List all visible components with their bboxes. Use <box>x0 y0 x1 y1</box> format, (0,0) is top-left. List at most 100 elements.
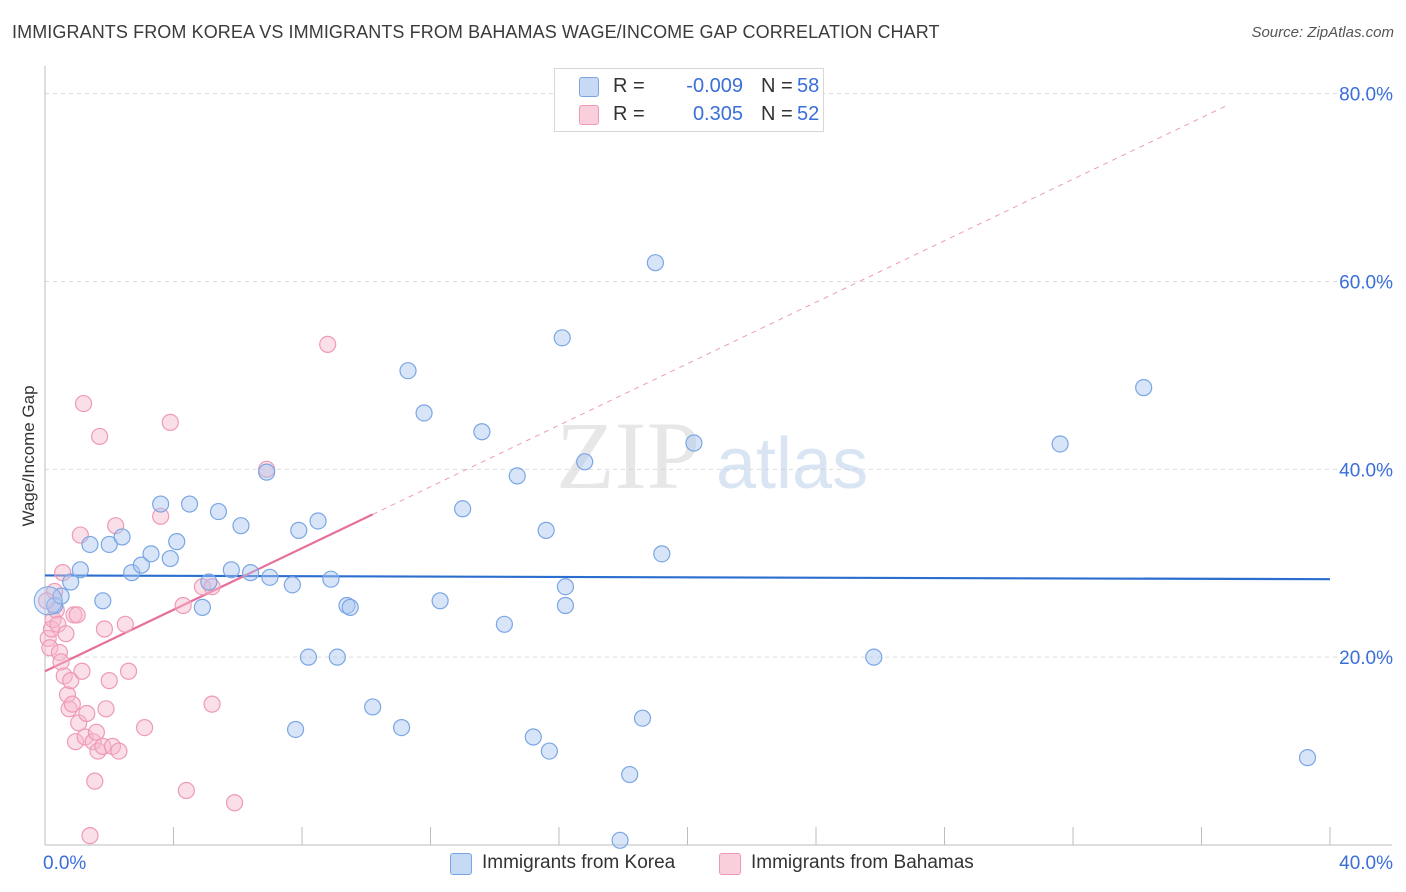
bahamas-point <box>100 672 118 690</box>
legend-swatch-korea <box>579 77 599 97</box>
korea-point <box>364 698 382 716</box>
y-tick-label: 60.0% <box>1339 272 1393 293</box>
korea-point <box>524 728 542 746</box>
axes <box>44 66 1392 846</box>
bahamas-point <box>52 653 70 671</box>
bahamas-point <box>76 728 94 746</box>
korea-point <box>556 578 575 596</box>
korea-point <box>341 598 359 616</box>
korea-trend-line <box>44 574 1331 581</box>
bottom-legend-swatch-bahamas <box>719 853 741 875</box>
bahamas-point <box>74 394 93 413</box>
korea-point <box>81 535 99 554</box>
bottom-legend-label: Immigrants from Korea <box>482 852 676 873</box>
legend-swatch-bahamas <box>579 105 599 125</box>
korea-point <box>392 719 411 737</box>
bahamas-point <box>225 794 244 812</box>
bahamas-point <box>91 427 109 446</box>
korea-point <box>611 831 629 849</box>
grid-lines <box>45 93 1392 658</box>
korea-point <box>209 502 228 521</box>
bahamas-point <box>60 700 78 718</box>
korea-point <box>1051 435 1069 453</box>
bahamas-point <box>41 639 59 657</box>
korea-point <box>540 742 558 760</box>
legend-n-value: 52 <box>797 103 820 125</box>
korea-point <box>1135 379 1153 397</box>
korea-point <box>290 521 308 539</box>
bahamas-point <box>73 662 91 680</box>
bahamas-point <box>57 625 75 643</box>
korea-point <box>865 648 883 666</box>
legend-n-label: N = <box>761 75 793 97</box>
bahamas-point <box>319 335 337 354</box>
korea-point <box>142 545 160 563</box>
bahamas-point <box>63 695 81 713</box>
y-axis-label: Wage/Income Gap <box>19 385 38 527</box>
correlation-legend: R = -0.009 N = 58 R = 0.305 N = 52 <box>554 68 824 132</box>
legend-n-label: N = <box>761 103 793 125</box>
y-tick-label: 40.0% <box>1339 460 1393 481</box>
korea-point <box>415 404 433 422</box>
bahamas-point <box>177 781 195 800</box>
bahamas-point <box>203 695 221 713</box>
korea-point <box>553 329 571 347</box>
tick-labels: 20.0% 40.0% 60.0% 80.0% 0.0% 40.0% <box>43 85 1393 874</box>
data-points <box>33 254 1317 849</box>
korea-point <box>33 586 63 616</box>
korea-point <box>113 528 131 546</box>
bahamas-point <box>86 772 104 790</box>
korea-point <box>508 467 526 485</box>
legend-r-label: R = <box>613 75 645 97</box>
korea-point <box>222 561 240 579</box>
korea-point <box>161 549 179 568</box>
bahamas-point <box>174 596 192 615</box>
bahamas-trend-extension <box>372 104 1228 515</box>
bahamas-point <box>94 737 112 755</box>
korea-point <box>193 598 212 616</box>
korea-point <box>646 254 664 272</box>
legend-r-label: R = <box>613 103 645 125</box>
x-tick-label: 40.0% <box>1339 853 1393 874</box>
bahamas-trend-line <box>44 513 374 673</box>
legend-r-value: 0.305 <box>692 103 743 125</box>
bahamas-point <box>58 686 77 704</box>
bahamas-point <box>78 704 96 723</box>
bahamas-point <box>68 606 86 624</box>
bahamas-point <box>87 723 106 741</box>
korea-point <box>132 556 150 574</box>
korea-point <box>71 561 89 579</box>
korea-point <box>537 521 555 539</box>
korea-point <box>283 576 301 594</box>
korea-point <box>399 362 417 380</box>
korea-point <box>180 495 199 513</box>
bahamas-point <box>44 610 62 629</box>
bahamas-point <box>97 700 115 718</box>
watermark: ZIP atlas <box>556 402 868 509</box>
korea-point <box>200 573 218 591</box>
source-credit: Source: ZipAtlas.com <box>1251 24 1394 41</box>
korea-point <box>242 564 260 582</box>
bahamas-point <box>62 672 80 690</box>
bottom-legend-swatch-korea <box>450 853 472 875</box>
bahamas-point <box>203 578 221 596</box>
korea-point <box>322 570 340 588</box>
chart-title: IMMIGRANTS FROM KOREA VS IMMIGRANTS FROM… <box>12 22 940 42</box>
korea-point <box>621 765 639 784</box>
korea-point <box>685 434 703 452</box>
legend-r-value: -0.009 <box>686 75 743 97</box>
korea-point <box>653 545 671 563</box>
bahamas-point <box>135 719 154 737</box>
legend-n-value: 58 <box>797 75 820 97</box>
korea-point <box>100 535 118 554</box>
bahamas-point <box>84 733 102 751</box>
korea-point <box>232 517 250 535</box>
bahamas-point <box>81 827 99 845</box>
korea-point <box>495 615 513 633</box>
y-tick-label: 80.0% <box>1339 85 1393 106</box>
korea-point <box>261 568 279 586</box>
bottom-legend-label: Immigrants from Bahamas <box>751 852 974 873</box>
korea-point <box>152 495 170 513</box>
korea-point <box>309 512 327 530</box>
